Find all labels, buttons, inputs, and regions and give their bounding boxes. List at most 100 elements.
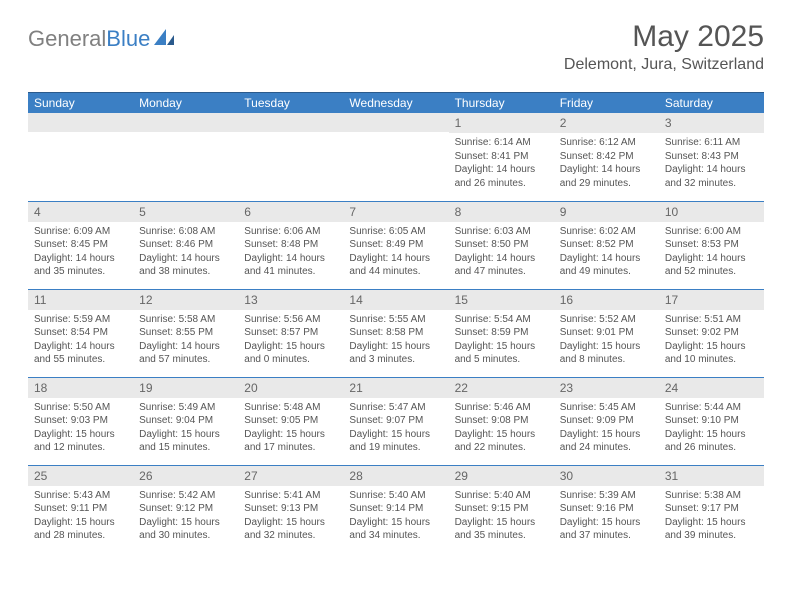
calendar-cell: 1Sunrise: 6:14 AMSunset: 8:41 PMDaylight… — [449, 113, 554, 201]
sunrise-line: Sunrise: 5:47 AM — [349, 401, 442, 415]
sunset-line: Sunset: 9:10 PM — [665, 414, 758, 428]
day-number: 14 — [343, 290, 448, 310]
day-number: 18 — [28, 378, 133, 398]
day-number: 2 — [554, 113, 659, 133]
day-number: 5 — [133, 202, 238, 222]
weekday-header-row: Sunday Monday Tuesday Wednesday Thursday… — [28, 93, 764, 114]
sunset-line: Sunset: 9:05 PM — [244, 414, 337, 428]
sunset-line: Sunset: 9:08 PM — [455, 414, 548, 428]
day-number: 28 — [343, 466, 448, 486]
calendar-cell: 22Sunrise: 5:46 AMSunset: 9:08 PMDayligh… — [449, 377, 554, 465]
sunset-line: Sunset: 8:48 PM — [244, 238, 337, 252]
sunset-line: Sunset: 8:43 PM — [665, 150, 758, 164]
sunset-line: Sunset: 8:53 PM — [665, 238, 758, 252]
daylight-line: Daylight: 15 hours and 10 minutes. — [665, 340, 758, 367]
day-number: 30 — [554, 466, 659, 486]
calendar-cell — [343, 113, 448, 201]
sunrise-line: Sunrise: 5:40 AM — [455, 489, 548, 503]
sunrise-line: Sunrise: 5:59 AM — [34, 313, 127, 327]
calendar-cell: 27Sunrise: 5:41 AMSunset: 9:13 PMDayligh… — [238, 465, 343, 553]
sunset-line: Sunset: 9:13 PM — [244, 502, 337, 516]
sunrise-line: Sunrise: 5:41 AM — [244, 489, 337, 503]
daylight-line: Daylight: 14 hours and 55 minutes. — [34, 340, 127, 367]
daylight-line: Daylight: 14 hours and 49 minutes. — [560, 252, 653, 279]
calendar-cell: 8Sunrise: 6:03 AMSunset: 8:50 PMDaylight… — [449, 201, 554, 289]
daylight-line: Daylight: 14 hours and 29 minutes. — [560, 163, 653, 190]
daylight-line: Daylight: 14 hours and 44 minutes. — [349, 252, 442, 279]
day-number: 24 — [659, 378, 764, 398]
weekday-header: Saturday — [659, 93, 764, 114]
empty-daynum — [343, 113, 448, 132]
empty-daynum — [238, 113, 343, 132]
calendar-row: 25 Sunrise: 5:43 AMSunset: 9:11 PM Dayligh… — [28, 465, 764, 553]
weekday-header: Friday — [554, 93, 659, 114]
day-number: 9 — [554, 202, 659, 222]
calendar-cell: 10Sunrise: 6:00 AMSunset: 8:53 PMDayligh… — [659, 201, 764, 289]
sunset-line: Sunset: 9:02 PM — [665, 326, 758, 340]
title-location: Delemont, Jura, Switzerland — [564, 56, 764, 74]
sunrise-line: Sunrise: 5:46 AM — [455, 401, 548, 415]
daylight-line: Daylight: 15 hours and 24 minutes. — [560, 428, 653, 455]
sunrise-line: Sunrise: 6:14 AM — [455, 136, 548, 150]
calendar-cell: 7Sunrise: 6:05 AMSunset: 8:49 PMDaylight… — [343, 201, 448, 289]
daylight-line: Daylight: 15 hours and 26 minutes. — [665, 428, 758, 455]
empty-daynum — [28, 113, 133, 132]
day-number: 29 — [449, 466, 554, 486]
sunset-line: Sunset: 9:11 PM — [34, 502, 127, 516]
day-number: 22 — [449, 378, 554, 398]
daylight-line: Daylight: 14 hours and 26 minutes. — [455, 163, 548, 190]
day-number: 11 — [28, 290, 133, 310]
day-number: 23 — [554, 378, 659, 398]
sunrise-line: Sunrise: 6:02 AM — [560, 225, 653, 239]
daylight-line: Daylight: 15 hours and 15 minutes. — [139, 428, 232, 455]
day-number: 27 — [238, 466, 343, 486]
sunrise-line: Sunrise: 5:52 AM — [560, 313, 653, 327]
calendar-cell: 21Sunrise: 5:47 AMSunset: 9:07 PMDayligh… — [343, 377, 448, 465]
calendar-table: Sunday Monday Tuesday Wednesday Thursday… — [28, 92, 764, 553]
sunrise-line: Sunrise: 5:50 AM — [34, 401, 127, 415]
calendar-cell: 13Sunrise: 5:56 AMSunset: 8:57 PMDayligh… — [238, 289, 343, 377]
daylight-line: Daylight: 15 hours and 19 minutes. — [349, 428, 442, 455]
sunset-line: Sunset: 8:54 PM — [34, 326, 127, 340]
weekday-header: Wednesday — [343, 93, 448, 114]
day-number: 12 — [133, 290, 238, 310]
calendar-cell: 4Sunrise: 6:09 AMSunset: 8:45 PMDaylight… — [28, 201, 133, 289]
sunrise-line: Sunrise: 5:55 AM — [349, 313, 442, 327]
day-number: 4 — [28, 202, 133, 222]
calendar-cell: 6Sunrise: 6:06 AMSunset: 8:48 PMDaylight… — [238, 201, 343, 289]
daylight-line: Daylight: 15 hours and 37 minutes. — [560, 516, 653, 543]
daylight-line: Daylight: 15 hours and 3 minutes. — [349, 340, 442, 367]
sunrise-line: Sunrise: 6:11 AM — [665, 136, 758, 150]
sunrise-line: Sunrise: 5:51 AM — [665, 313, 758, 327]
weekday-header: Monday — [133, 93, 238, 114]
sunset-line: Sunset: 8:59 PM — [455, 326, 548, 340]
sunrise-line: Sunrise: 5:40 AM — [349, 489, 442, 503]
daylight-line: Daylight: 15 hours and 17 minutes. — [244, 428, 337, 455]
sunset-line: Sunset: 9:17 PM — [665, 502, 758, 516]
sunrise-line: Sunrise: 6:00 AM — [665, 225, 758, 239]
sunset-line: Sunset: 9:16 PM — [560, 502, 653, 516]
day-number: 16 — [554, 290, 659, 310]
day-number: 19 — [133, 378, 238, 398]
daylight-line: Daylight: 14 hours and 32 minutes. — [665, 163, 758, 190]
sunrise-line: Sunrise: 6:08 AM — [139, 225, 232, 239]
sunset-line: Sunset: 9:15 PM — [455, 502, 548, 516]
day-number: 7 — [343, 202, 448, 222]
calendar-cell — [238, 113, 343, 201]
calendar-row: 4Sunrise: 6:09 AMSunset: 8:45 PMDaylight… — [28, 201, 764, 289]
sunset-line: Sunset: 8:46 PM — [139, 238, 232, 252]
sunset-line: Sunset: 9:12 PM — [139, 502, 232, 516]
calendar-cell: 5Sunrise: 6:08 AMSunset: 8:46 PMDaylight… — [133, 201, 238, 289]
calendar-cell: 23Sunrise: 5:45 AMSunset: 9:09 PMDayligh… — [554, 377, 659, 465]
sunset-line: Sunset: 9:04 PM — [139, 414, 232, 428]
calendar-cell: 9 Sunrise: 6:02 AMSunset: 8:52 PMDaylight… — [554, 201, 659, 289]
sunrise-line: Sunrise: 5:43 AM — [34, 489, 127, 503]
empty-daynum — [133, 113, 238, 132]
sunset-line: Sunset: 9:14 PM — [349, 502, 442, 516]
day-number: 25 — [28, 466, 133, 486]
day-number: 13 — [238, 290, 343, 310]
calendar-cell: 30Sunrise: 5:39 AMSunset: 9:16 PMDayligh… — [554, 465, 659, 553]
day-number: 1 — [449, 113, 554, 133]
sunset-line: Sunset: 8:52 PM — [560, 238, 653, 252]
sunset-line: Sunset: 8:58 PM — [349, 326, 442, 340]
